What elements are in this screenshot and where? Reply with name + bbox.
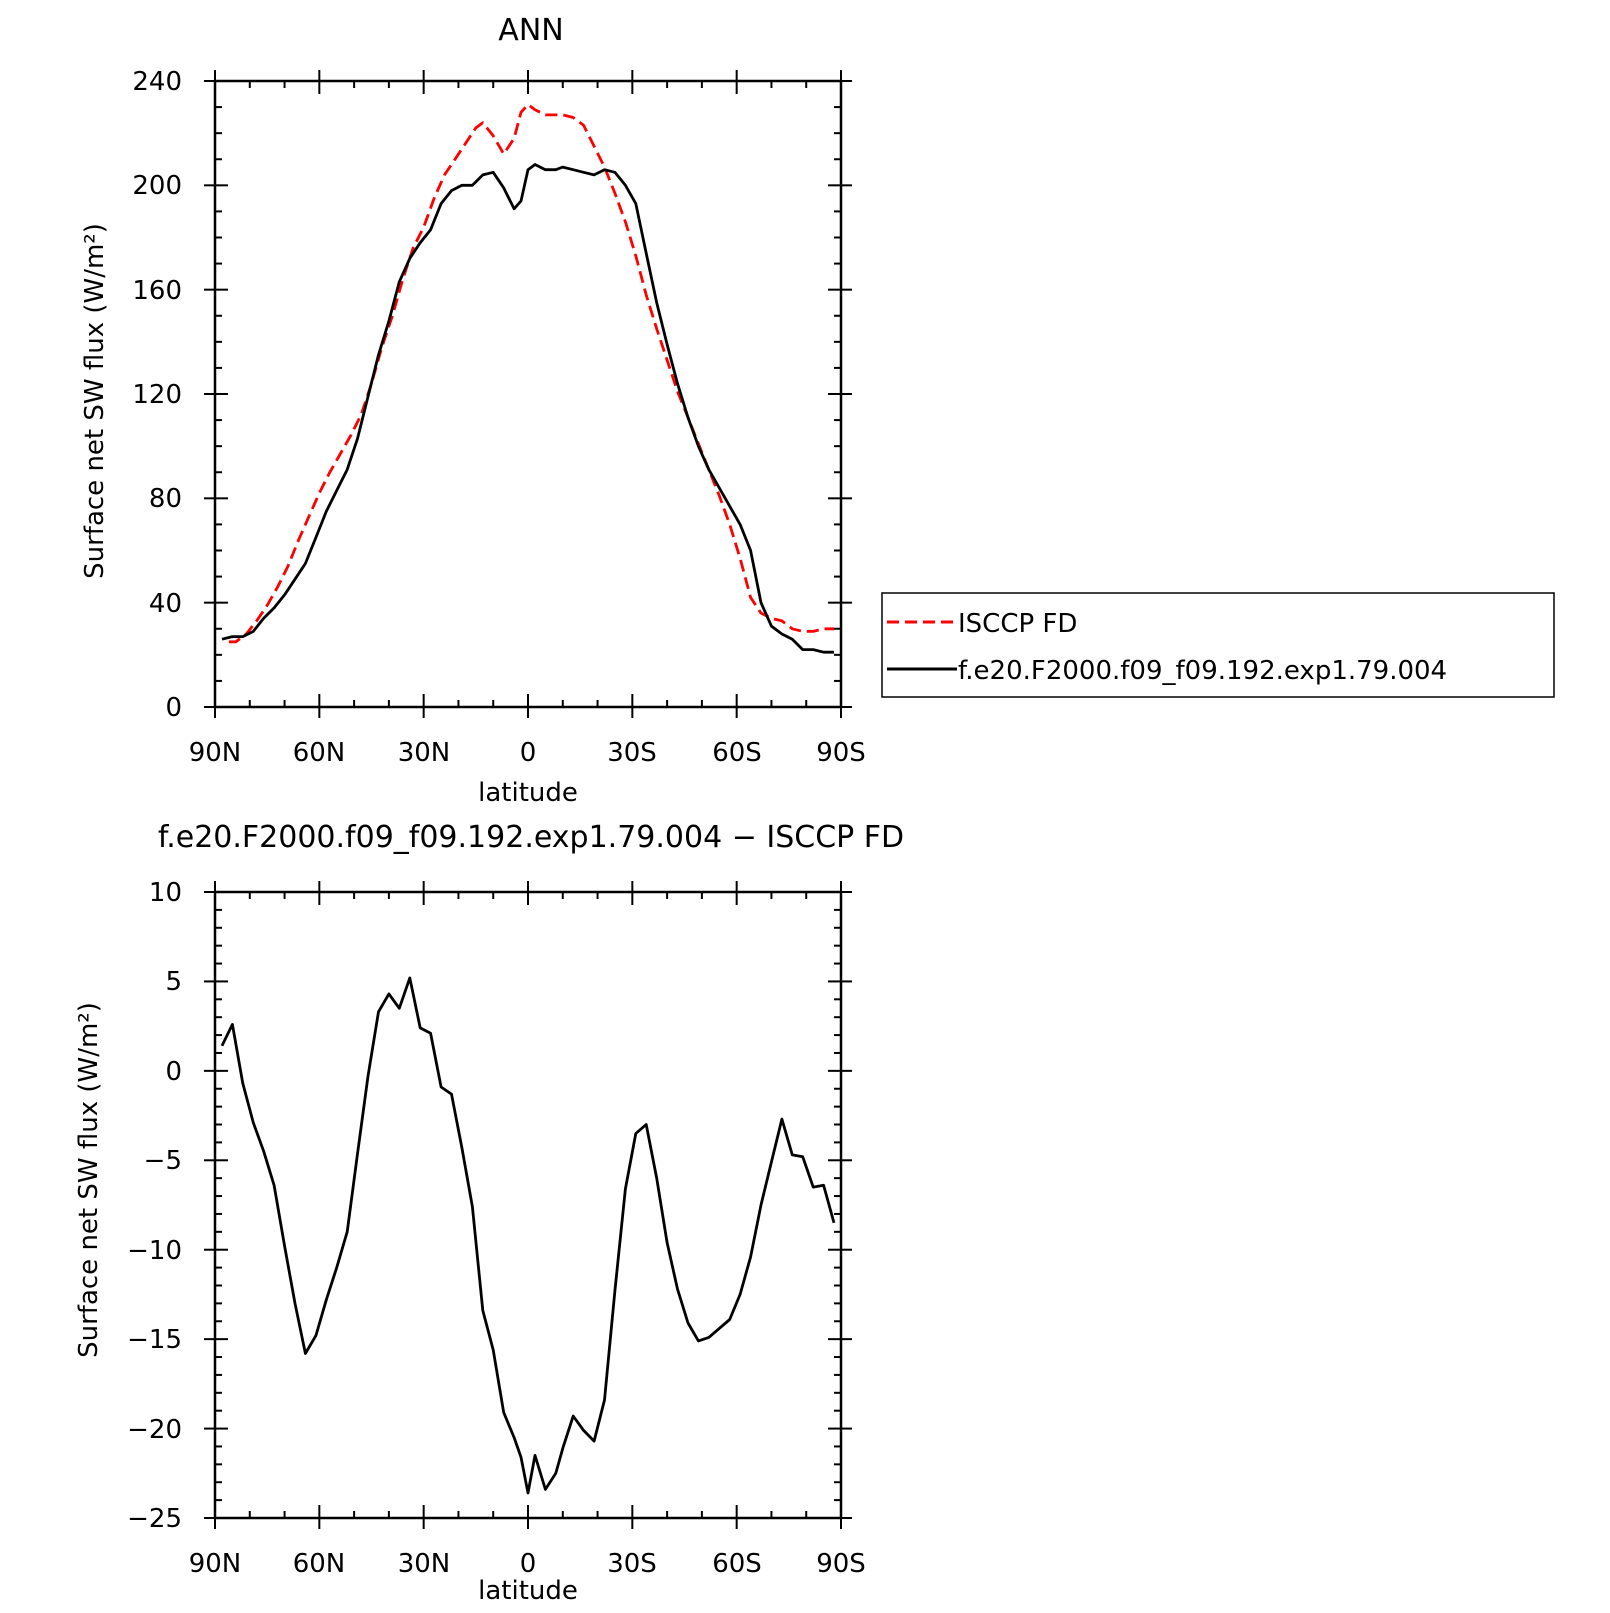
top-series-line-obs bbox=[228, 103, 834, 644]
bottom-x-tick-label: 60S bbox=[712, 1549, 762, 1579]
bottom-x-tick-label: 0 bbox=[520, 1549, 537, 1579]
bottom-x-tick-label: 90S bbox=[816, 1549, 866, 1579]
top-x-tick-label: 90N bbox=[189, 738, 242, 768]
bottom-x-tick-label: 30N bbox=[398, 1549, 451, 1579]
bottom-plot-title: f.e20.F2000.f09_f09.192.exp1.79.004 − IS… bbox=[158, 820, 904, 855]
top-y-tick-label: 40 bbox=[149, 589, 182, 619]
bottom-axis-ticks bbox=[204, 881, 852, 1529]
bottom-y-tick-label: −10 bbox=[127, 1236, 182, 1266]
top-plot-title: ANN bbox=[498, 13, 563, 48]
bottom-y-tick-label: −20 bbox=[127, 1415, 182, 1445]
top-x-tick-label: 30S bbox=[607, 738, 657, 768]
bottom-plot-frame bbox=[213, 890, 843, 1520]
top-x-axis-title: latitude bbox=[478, 778, 578, 808]
bottom-y-tick-label: 5 bbox=[165, 967, 182, 997]
top-plot-frame bbox=[213, 79, 843, 709]
top-axis-ticks bbox=[204, 70, 852, 718]
bottom-x-tick-label: 60N bbox=[293, 1549, 346, 1579]
legend-box bbox=[881, 592, 1555, 698]
bottom-x-tick-label: 90N bbox=[189, 1549, 242, 1579]
top-x-tick-label: 60N bbox=[293, 738, 346, 768]
top-series-lines bbox=[221, 103, 834, 654]
bottom-y-axis-title: Surface net SW flux (W/m²) bbox=[74, 1002, 104, 1358]
bottom-x-axis-title: latitude bbox=[478, 1576, 578, 1606]
top-x-tick-label: 60S bbox=[712, 738, 762, 768]
top-x-tick-label: 30N bbox=[398, 738, 451, 768]
top-series-line-model bbox=[221, 163, 834, 654]
top-x-tick-label: 0 bbox=[520, 738, 537, 768]
bottom-x-tick-label: 30S bbox=[607, 1549, 657, 1579]
legend-label-model: f.e20.F2000.f09_f09.192.exp1.79.004 bbox=[958, 656, 1447, 686]
bottom-y-tick-label: −25 bbox=[127, 1504, 182, 1534]
top-y-axis-title: Surface net SW flux (W/m²) bbox=[80, 223, 110, 579]
bottom-panel: f.e20.F2000.f09_f09.192.exp1.79.004 − IS… bbox=[74, 820, 904, 1606]
top-y-tick-label: 0 bbox=[165, 693, 182, 723]
bottom-y-tick-label: −15 bbox=[127, 1325, 182, 1355]
top-y-tick-label: 80 bbox=[149, 484, 182, 514]
top-y-tick-label: 240 bbox=[132, 67, 182, 97]
top-y-tick-label: 200 bbox=[132, 171, 182, 201]
bottom-y-tick-label: −5 bbox=[144, 1146, 182, 1176]
bottom-y-tick-label: 10 bbox=[149, 878, 182, 908]
bottom-series-line-model bbox=[220, 976, 836, 1495]
top-x-tick-label: 90S bbox=[816, 738, 866, 768]
top-y-tick-label: 120 bbox=[132, 380, 182, 410]
legend: ISCCP FD f.e20.F2000.f09_f09.192.exp1.79… bbox=[881, 592, 1555, 698]
top-panel: ANN Surface net SW flux (W/m²) latitude … bbox=[80, 13, 1555, 808]
legend-label-obs: ISCCP FD bbox=[958, 609, 1077, 639]
bottom-y-tick-label: 0 bbox=[165, 1057, 182, 1087]
bottom-series-lines bbox=[220, 976, 836, 1495]
top-y-tick-label: 160 bbox=[132, 276, 182, 306]
